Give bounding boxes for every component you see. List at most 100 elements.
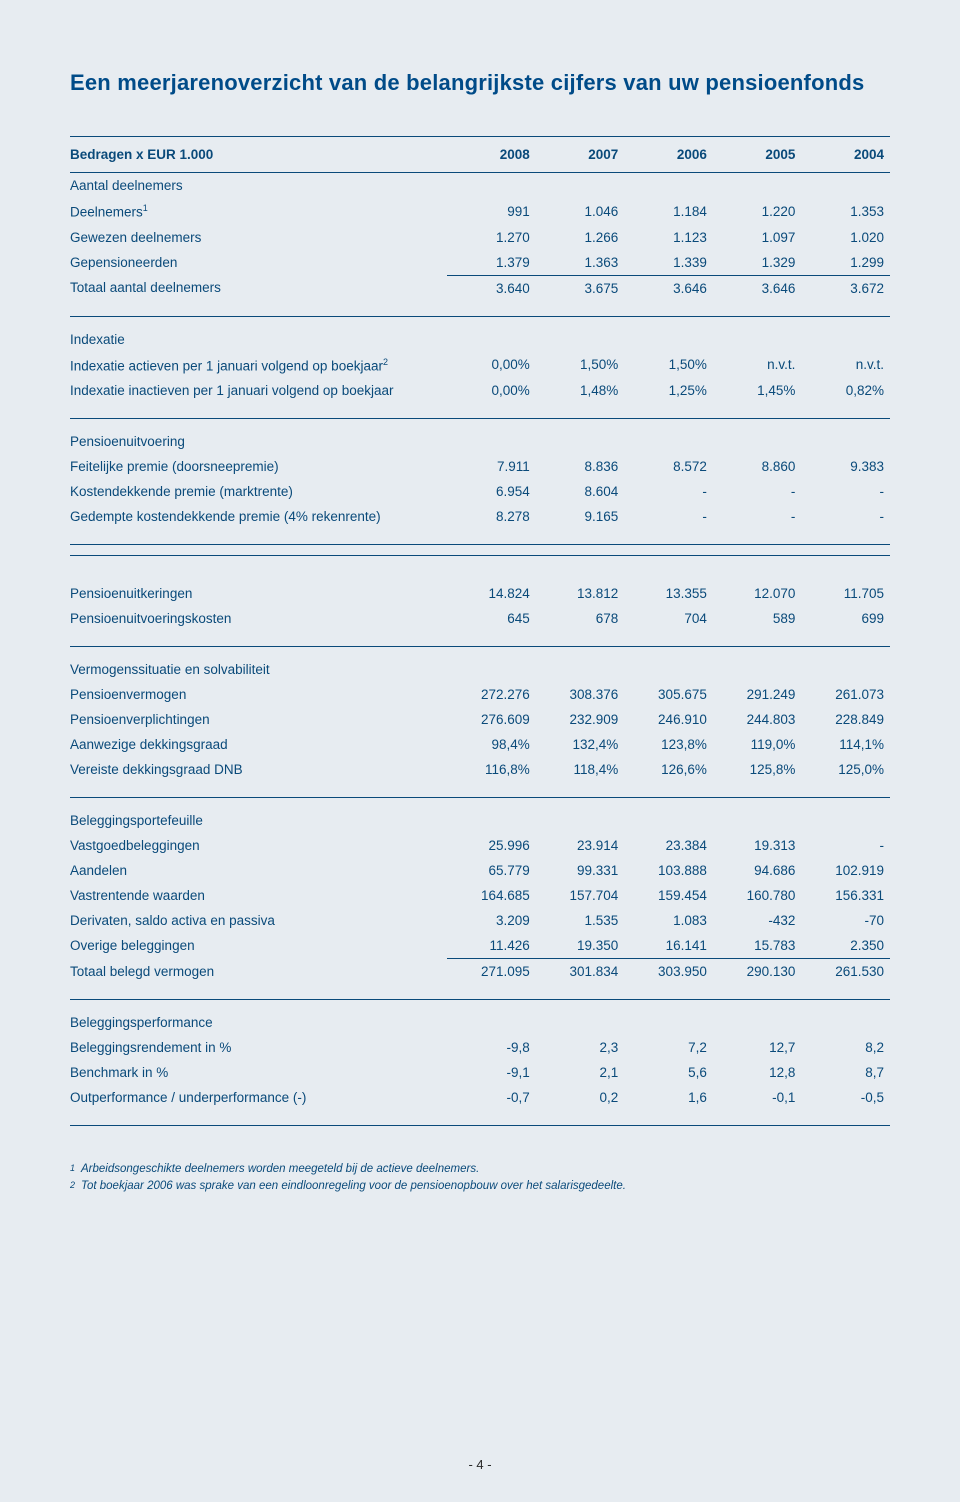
header-year: 2004 — [801, 137, 890, 173]
total-label: Totaal belegd vermogen — [70, 959, 447, 985]
row-value: 8.278 — [447, 504, 536, 529]
table-row: Feitelijke premie (doorsneepremie)7.9118… — [70, 454, 890, 479]
row-label: Pensioenvermogen — [70, 682, 447, 707]
row-value: 1.083 — [624, 908, 713, 933]
row-value: 12.070 — [713, 581, 802, 606]
row-value: 645 — [447, 606, 536, 631]
row-value: 1,25% — [624, 378, 713, 403]
row-value: 8.572 — [624, 454, 713, 479]
row-value: 132,4% — [536, 732, 625, 757]
row-label: Aanwezige dekkingsgraad — [70, 732, 447, 757]
footnote-text: Tot boekjaar 2006 was sprake van een ein… — [81, 1178, 626, 1195]
header-year: 2008 — [447, 137, 536, 173]
row-value: 1.184 — [624, 198, 713, 225]
row-value: 12,8 — [713, 1060, 802, 1085]
row-label: Pensioenverplichtingen — [70, 707, 447, 732]
section-divider — [70, 1000, 890, 1011]
row-value: 1.353 — [801, 198, 890, 225]
row-value: 291.249 — [713, 682, 802, 707]
section-divider — [70, 798, 890, 809]
table-row: Gepensioneerden1.3791.3631.3391.3291.299 — [70, 250, 890, 276]
row-label: Pensioenuitkeringen — [70, 581, 447, 606]
table-row: Gewezen deelnemers1.2701.2661.1231.0971.… — [70, 225, 890, 250]
table-body: Aantal deelnemersDeelnemers19911.0461.18… — [70, 173, 890, 1137]
row-value: 157.704 — [536, 883, 625, 908]
section-divider — [70, 419, 890, 430]
row-value: 98,4% — [447, 732, 536, 757]
row-value: 1.270 — [447, 225, 536, 250]
row-value: 8.604 — [536, 479, 625, 504]
row-value: -9,8 — [447, 1035, 536, 1060]
section-title: Indexatie — [70, 327, 890, 352]
row-value: 1.329 — [713, 250, 802, 276]
row-value: 9.383 — [801, 454, 890, 479]
header-label: Bedragen x EUR 1.000 — [70, 137, 447, 173]
row-label: Indexatie inactieven per 1 januari volge… — [70, 378, 447, 403]
section-header: Aantal deelnemers — [70, 173, 890, 199]
row-value: 1,50% — [536, 352, 625, 379]
row-label: Kostendekkende premie (marktrente) — [70, 479, 447, 504]
row-value: 308.376 — [536, 682, 625, 707]
row-value: 125,0% — [801, 757, 890, 782]
row-value: 119,0% — [713, 732, 802, 757]
row-value: 1,48% — [536, 378, 625, 403]
section-title: Aantal deelnemers — [70, 173, 890, 199]
row-value: 704 — [624, 606, 713, 631]
total-value: 261.530 — [801, 959, 890, 985]
footnote-number: 1 — [70, 1161, 75, 1178]
row-label: Aandelen — [70, 858, 447, 883]
row-value: -70 — [801, 908, 890, 933]
footnote-ref: 2 — [383, 357, 388, 367]
row-value: 114,1% — [801, 732, 890, 757]
section-header: Indexatie — [70, 327, 890, 352]
row-value: n.v.t. — [801, 352, 890, 379]
total-value: 3.640 — [447, 275, 536, 301]
row-label: Gewezen deelnemers — [70, 225, 447, 250]
row-value: 0,00% — [447, 352, 536, 379]
row-value: 125,8% — [713, 757, 802, 782]
total-value: 3.646 — [713, 275, 802, 301]
section-divider — [70, 647, 890, 658]
row-label: Vastgoedbeleggingen — [70, 833, 447, 858]
row-value: 126,6% — [624, 757, 713, 782]
row-value: 678 — [536, 606, 625, 631]
table-row: Overige beleggingen11.42619.35016.14115.… — [70, 933, 890, 959]
row-value: 156.331 — [801, 883, 890, 908]
row-value: 23.384 — [624, 833, 713, 858]
row-value: 589 — [713, 606, 802, 631]
row-value: 1.379 — [447, 250, 536, 276]
row-value: 1.123 — [624, 225, 713, 250]
row-value: -0,5 — [801, 1085, 890, 1110]
row-value: 99.331 — [536, 858, 625, 883]
row-value: - — [624, 504, 713, 529]
row-value: 118,4% — [536, 757, 625, 782]
row-value: 103.888 — [624, 858, 713, 883]
header-year: 2006 — [624, 137, 713, 173]
row-label: Feitelijke premie (doorsneepremie) — [70, 454, 447, 479]
row-value: 1.020 — [801, 225, 890, 250]
row-value: 276.609 — [447, 707, 536, 732]
table-row: Kostendekkende premie (marktrente)6.9548… — [70, 479, 890, 504]
total-row: Totaal aantal deelnemers3.6403.6753.6463… — [70, 275, 890, 301]
row-value: 244.803 — [713, 707, 802, 732]
row-value: 19.313 — [713, 833, 802, 858]
row-value: 13.812 — [536, 581, 625, 606]
table-row: Gedempte kostendekkende premie (4% reken… — [70, 504, 890, 529]
row-value: 699 — [801, 606, 890, 631]
table-row: Aanwezige dekkingsgraad98,4%132,4%123,8%… — [70, 732, 890, 757]
financial-table: Bedragen x EUR 1.000 2008 2007 2006 2005… — [70, 136, 890, 1136]
row-value: - — [624, 479, 713, 504]
header-year: 2005 — [713, 137, 802, 173]
row-value: - — [801, 833, 890, 858]
table-row: Vastgoedbeleggingen25.99623.91423.38419.… — [70, 833, 890, 858]
row-value: 1,45% — [713, 378, 802, 403]
total-value: 3.672 — [801, 275, 890, 301]
row-value: 14.824 — [447, 581, 536, 606]
row-value: 1.363 — [536, 250, 625, 276]
total-label: Totaal aantal deelnemers — [70, 275, 447, 301]
section-title: Vermogenssituatie en solvabiliteit — [70, 657, 890, 682]
row-value: 3.209 — [447, 908, 536, 933]
row-value: 19.350 — [536, 933, 625, 959]
row-value: 1.097 — [713, 225, 802, 250]
row-value: 6.954 — [447, 479, 536, 504]
